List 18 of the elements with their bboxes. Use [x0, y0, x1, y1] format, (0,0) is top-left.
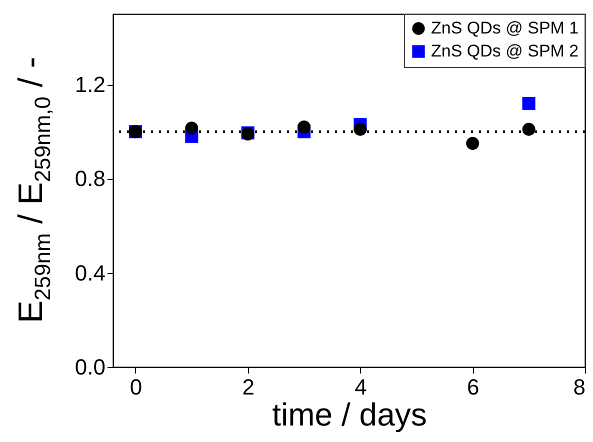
legend-label: ZnS QDs @ SPM 1 [431, 18, 579, 38]
y-tick-label: 0.0 [74, 354, 106, 380]
point [185, 122, 198, 135]
point [522, 96, 536, 110]
y-tick-label: 0.4 [74, 260, 106, 286]
x-axis-title: time / days [272, 396, 427, 432]
point [466, 136, 480, 150]
x-tick-label: 2 [242, 374, 254, 400]
x-tick-label: 4 [354, 374, 367, 400]
y-tick-label: 0.8 [74, 166, 106, 192]
point [298, 120, 311, 134]
y-tick-label: 1.2 [74, 72, 106, 98]
x-tick-label: 8 [573, 374, 586, 400]
x-tick-label: 0 [130, 374, 142, 400]
legend-label: ZnS QDs @ SPM 2 [431, 42, 579, 60]
point [354, 122, 367, 136]
point [522, 122, 536, 136]
x-tick-label: 6 [466, 374, 480, 400]
